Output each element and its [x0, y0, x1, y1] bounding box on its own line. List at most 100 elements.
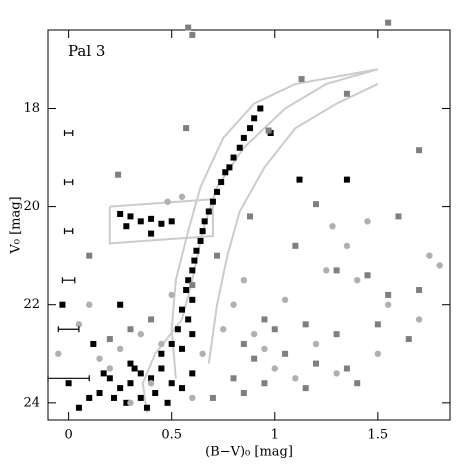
star-point: [384, 301, 392, 308]
star-point: [168, 380, 175, 387]
star-point: [385, 19, 392, 26]
star-point: [127, 360, 134, 367]
y-axis-label: V₀ [mag]: [9, 196, 24, 254]
star-point: [189, 331, 196, 338]
star-point: [230, 301, 237, 308]
star-point: [240, 340, 247, 347]
star-point: [189, 296, 196, 303]
star-point: [240, 390, 247, 397]
fiducial-line: [170, 68, 379, 379]
star-point: [209, 198, 216, 205]
star-point: [302, 321, 309, 328]
star-point: [183, 125, 190, 132]
star-point: [59, 301, 66, 308]
star-point: [199, 350, 206, 357]
star-point: [343, 242, 351, 250]
star-point: [100, 370, 107, 377]
star-point: [86, 252, 93, 259]
chart-title: Pal 3: [68, 42, 105, 60]
error-bar: [63, 228, 74, 235]
star-point: [137, 330, 144, 338]
star-point: [106, 375, 113, 382]
y-tick-label: 22: [23, 297, 40, 312]
star-point: [298, 76, 305, 83]
star-point: [189, 370, 196, 377]
star-point: [323, 267, 330, 274]
star-point: [127, 213, 134, 220]
star-point: [189, 267, 196, 274]
star-point: [222, 169, 229, 176]
star-point: [117, 385, 124, 392]
star-point: [168, 218, 175, 225]
star-point: [343, 365, 350, 372]
error-bar: [63, 130, 74, 137]
star-point: [86, 394, 93, 401]
star-point: [214, 252, 221, 259]
star-point: [131, 365, 138, 372]
star-point: [117, 301, 124, 308]
star-point: [116, 345, 124, 353]
star-point: [179, 306, 185, 313]
star-point: [261, 345, 268, 353]
star-point: [148, 375, 155, 382]
x-tick-label: 0.5: [161, 428, 182, 443]
star-point: [265, 127, 272, 134]
star-point: [158, 340, 165, 348]
star-point: [250, 330, 258, 338]
star-point: [271, 326, 278, 333]
star-point: [416, 287, 423, 293]
star-point: [292, 242, 299, 249]
star-point: [343, 90, 350, 97]
star-point: [164, 399, 171, 406]
star-point: [333, 370, 340, 377]
star-point: [106, 365, 114, 372]
star-point: [127, 326, 134, 333]
star-point: [158, 350, 165, 357]
star-point: [183, 287, 190, 293]
star-point: [247, 213, 254, 220]
star-point: [214, 188, 221, 195]
star-point: [90, 340, 97, 347]
star-point: [55, 350, 62, 357]
star-point: [220, 326, 227, 333]
star-point: [230, 375, 237, 382]
star-point: [75, 321, 83, 328]
star-point: [374, 321, 381, 328]
star-point: [364, 218, 371, 225]
star-point: [218, 179, 225, 186]
star-point: [226, 164, 233, 171]
star-point: [205, 208, 212, 215]
star-point: [395, 213, 402, 220]
star-point: [191, 257, 198, 264]
star-point: [189, 282, 196, 289]
star-point: [117, 210, 124, 217]
star-point: [127, 399, 134, 407]
fiducial-line: [108, 198, 214, 245]
star-point: [137, 218, 144, 225]
star-point: [333, 267, 340, 274]
star-point: [296, 176, 303, 183]
plot-frame: [47, 29, 451, 421]
y-tick-label: 20: [23, 199, 40, 214]
star-point: [86, 301, 93, 308]
star-point: [158, 220, 165, 227]
x-axis-label: (B−V)₀ [mag]: [205, 445, 293, 460]
star-point: [240, 276, 248, 284]
star-point: [152, 390, 159, 397]
star-point: [209, 394, 216, 401]
star-point: [329, 223, 336, 230]
star-point: [201, 218, 208, 225]
star-point: [354, 380, 361, 387]
star-point: [271, 365, 278, 372]
star-point: [193, 247, 200, 254]
star-point: [251, 355, 258, 362]
error-bar: [47, 375, 90, 382]
error-bar: [61, 277, 76, 284]
star-point: [416, 147, 423, 154]
star-point: [261, 380, 268, 387]
star-point: [426, 252, 433, 259]
star-point: [115, 171, 122, 178]
error-bar: [57, 326, 80, 333]
star-point: [158, 365, 165, 372]
